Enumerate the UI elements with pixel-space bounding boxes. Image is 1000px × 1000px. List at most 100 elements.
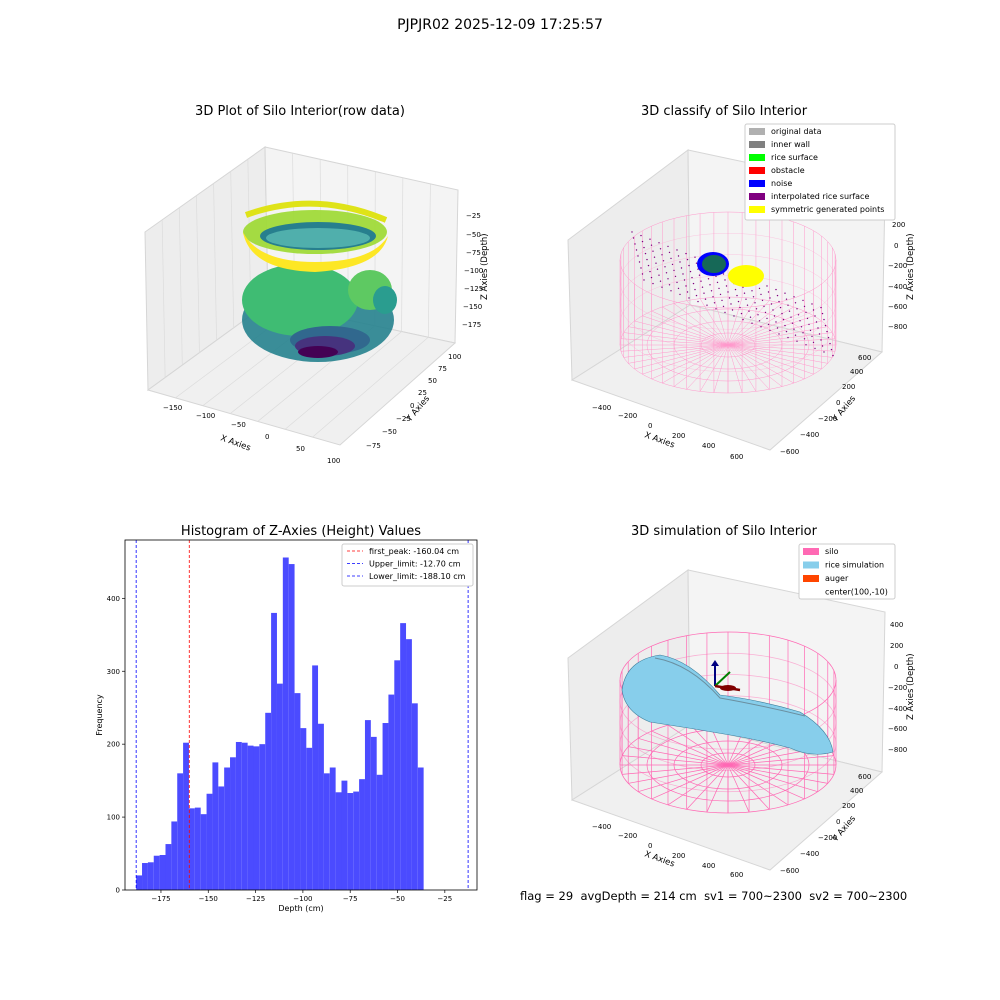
panel4-rice-simulation <box>621 654 834 755</box>
histogram-frame <box>124 539 478 891</box>
panel1-z-tick: −150 <box>463 303 482 311</box>
histogram-bars <box>136 557 424 890</box>
panel4-x-tick: 600 <box>730 871 743 879</box>
histogram-bar <box>247 745 254 890</box>
panel4-z-tick: −200 <box>888 684 907 692</box>
histogram-bar <box>224 767 231 890</box>
panel1-x-tick: 50 <box>296 445 305 453</box>
legend-entry: auger <box>825 574 849 583</box>
histogram-legend-entry: first_peak: -160.04 cm <box>369 547 459 556</box>
histogram-bar <box>265 712 272 890</box>
histogram-bar <box>259 744 266 890</box>
panel4-y-tick: 0 <box>836 818 840 826</box>
panel4-legend <box>798 543 896 600</box>
histogram-bar <box>364 720 371 890</box>
legend-swatch <box>803 575 819 582</box>
panel2-y-tick: 0 <box>836 399 840 407</box>
panel1-y-tick: 100 <box>448 353 461 361</box>
legend-swatch <box>803 548 819 555</box>
histogram-y-tick: 100 <box>107 814 120 822</box>
panel1-x-tick: 0 <box>265 433 269 441</box>
legend-swatch <box>749 167 765 174</box>
legend-swatch <box>749 180 765 187</box>
panel2-y-tick: 600 <box>858 354 871 362</box>
panel1-x-tick: −50 <box>231 421 246 429</box>
legend-entry: rice simulation <box>825 561 884 570</box>
panel4-y-tick: −600 <box>780 867 799 875</box>
histogram-bar <box>312 665 319 890</box>
histogram-bar <box>394 660 401 890</box>
footer-sv1: sv1 = 700~2300 <box>704 889 802 903</box>
histogram-x-tick: −50 <box>390 895 405 903</box>
panel4-x-tick: −400 <box>592 823 611 831</box>
histogram-bar <box>165 844 172 890</box>
legend-swatch <box>749 128 765 135</box>
histogram-bar <box>136 875 143 890</box>
panel2-y-tick: 200 <box>842 383 855 391</box>
histogram-bar <box>241 742 248 890</box>
histogram-bar <box>200 814 207 890</box>
legend-entry: symmetric generated points <box>771 205 884 214</box>
panel2-x-tick: −400 <box>592 404 611 412</box>
panel1-y-tick: 25 <box>418 389 427 397</box>
panel1-y-tick: −75 <box>366 442 381 450</box>
panel4-auger-arrows <box>711 660 741 692</box>
panel4-z-tick: −800 <box>888 746 907 754</box>
legend-entry: silo <box>825 547 839 556</box>
panel1-x-tick: −100 <box>196 412 215 420</box>
panel4-y-tick: 600 <box>858 773 871 781</box>
panel2-z-tick: −800 <box>888 323 907 331</box>
panel4-z-tick: 200 <box>890 642 903 650</box>
panel1-title: 3D Plot of Silo Interior(row data) <box>195 104 405 119</box>
panel2-z-tick: −400 <box>888 283 907 291</box>
legend-entry: rice surface <box>771 153 818 162</box>
histogram-bar <box>288 564 295 890</box>
panel1-z-tick: −175 <box>462 321 481 329</box>
panel2-title: 3D classify of Silo Interior <box>640 104 808 119</box>
histogram-y-tick: 400 <box>107 595 120 603</box>
legend-entry: original data <box>771 127 822 136</box>
panel4-z-tick: 400 <box>890 621 903 629</box>
histogram-bar <box>329 767 336 890</box>
histogram-bar <box>194 807 201 890</box>
histogram-y-tick: 0 <box>116 887 120 895</box>
panel1-point-cloud <box>242 200 397 362</box>
legend-swatch <box>749 193 765 200</box>
histogram-bar <box>276 683 283 890</box>
legend-entry: noise <box>771 179 792 188</box>
histogram-bar <box>335 792 342 890</box>
legend-swatch <box>749 206 765 213</box>
footer-avg-depth: avgDepth = 214 cm <box>580 889 697 903</box>
panel2-y-tick: 400 <box>850 368 863 376</box>
panel4-x-tick: −200 <box>618 832 637 840</box>
histogram-bar <box>206 793 213 890</box>
histogram-bar <box>417 767 424 890</box>
panel4-x-tick: 400 <box>702 862 715 870</box>
histogram-bar <box>347 793 354 890</box>
histogram-bar <box>235 741 242 890</box>
panel4-z-tick: −400 <box>888 705 907 713</box>
panel4-title: 3D simulation of Silo Interior <box>631 524 817 539</box>
panel1-x-tick: −150 <box>163 404 182 412</box>
histogram-x-tick: −100 <box>293 895 312 903</box>
histogram-ylabel: Frequency <box>95 694 104 736</box>
legend-entry: interpolated rice surface <box>771 192 869 201</box>
panel2-rice-surface <box>697 252 764 287</box>
histogram-x-tick: −75 <box>343 895 358 903</box>
histogram-bar <box>253 746 260 890</box>
panel1-z-tick: −100 <box>464 267 483 275</box>
histogram-xlabel: Depth (cm) <box>278 904 323 913</box>
panel1-zlabel: Z Axies (Depth) <box>480 233 490 300</box>
panel4-zlabel: Z Axies (Depth) <box>906 653 916 720</box>
panel4-z-tick: 0 <box>894 663 898 671</box>
panel1-y-tick: −25 <box>396 415 411 423</box>
panel1-z-tick: −25 <box>466 212 481 220</box>
histogram-bar <box>294 693 301 890</box>
panel2-x-tick: 0 <box>648 422 652 430</box>
legend-swatch <box>749 141 765 148</box>
histogram-legend <box>341 543 474 587</box>
